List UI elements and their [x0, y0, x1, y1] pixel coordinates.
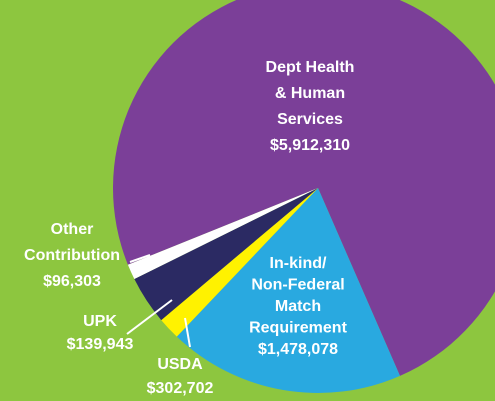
value-label: $96,303: [43, 273, 101, 290]
pie: [113, 0, 495, 393]
labels: Dept Health & Human Services $5,912,310 In-k…: [24, 59, 354, 397]
value-label: $139,943: [67, 336, 134, 353]
leader-line: [129, 254, 151, 263]
value-label: $5,912,310: [270, 137, 350, 154]
pie-slice: [134, 188, 318, 321]
slice-label: Requirement: [249, 320, 347, 337]
pie-slice: [176, 188, 400, 393]
slice-label: In-kind/: [270, 255, 327, 272]
slice-label: Dept Health: [266, 59, 355, 76]
value-label: $302,702: [147, 380, 214, 397]
slice-label: UPK: [83, 313, 117, 330]
leader-line: [126, 299, 173, 335]
slice-label: & Human: [275, 85, 345, 102]
slice-label: USDA: [157, 356, 203, 373]
slice-label: Other: [51, 221, 94, 238]
pie-slice: [113, 0, 495, 376]
slice-label: Non-Federal: [251, 277, 344, 294]
pie-slice: [161, 188, 318, 337]
leader-line: [184, 317, 191, 348]
slice-label: Services: [277, 111, 343, 128]
pie-slice: [127, 188, 318, 280]
slice-label: Match: [275, 298, 321, 315]
slice-label: Contribution: [24, 247, 120, 264]
value-label: $1,478,078: [258, 341, 338, 358]
